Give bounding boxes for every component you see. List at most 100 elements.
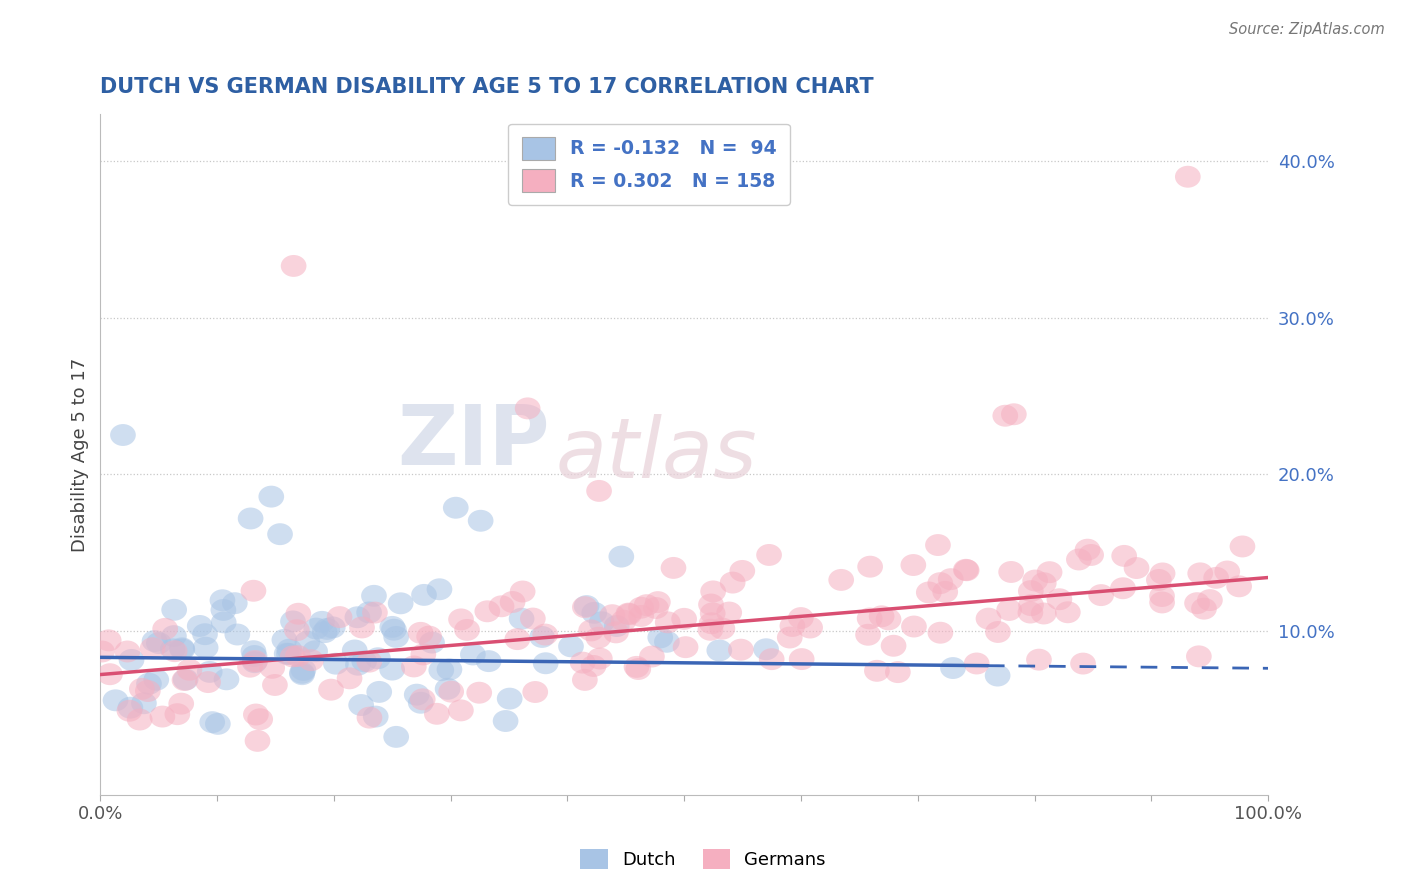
Ellipse shape: [1175, 166, 1201, 187]
Ellipse shape: [367, 681, 392, 703]
Ellipse shape: [240, 640, 266, 662]
Ellipse shape: [880, 635, 907, 657]
Ellipse shape: [242, 650, 269, 672]
Ellipse shape: [941, 657, 966, 679]
Ellipse shape: [284, 619, 309, 641]
Ellipse shape: [965, 653, 990, 674]
Ellipse shape: [634, 594, 659, 616]
Ellipse shape: [787, 607, 814, 629]
Ellipse shape: [162, 599, 187, 621]
Ellipse shape: [243, 704, 269, 725]
Ellipse shape: [411, 689, 436, 710]
Ellipse shape: [129, 678, 155, 700]
Ellipse shape: [717, 601, 742, 624]
Ellipse shape: [728, 639, 754, 661]
Ellipse shape: [468, 510, 494, 532]
Ellipse shape: [323, 653, 349, 674]
Ellipse shape: [1197, 589, 1223, 611]
Ellipse shape: [654, 631, 679, 653]
Ellipse shape: [505, 628, 530, 650]
Ellipse shape: [645, 591, 671, 613]
Ellipse shape: [928, 622, 953, 644]
Ellipse shape: [326, 607, 353, 628]
Ellipse shape: [160, 639, 186, 660]
Ellipse shape: [169, 693, 194, 714]
Ellipse shape: [342, 640, 367, 662]
Ellipse shape: [671, 607, 697, 630]
Ellipse shape: [259, 657, 285, 679]
Ellipse shape: [366, 648, 391, 669]
Ellipse shape: [492, 710, 519, 732]
Ellipse shape: [127, 708, 152, 731]
Ellipse shape: [938, 568, 963, 591]
Ellipse shape: [304, 617, 329, 640]
Ellipse shape: [361, 585, 387, 607]
Ellipse shape: [1149, 585, 1175, 607]
Ellipse shape: [523, 681, 548, 703]
Ellipse shape: [585, 627, 612, 648]
Ellipse shape: [388, 592, 413, 615]
Ellipse shape: [290, 662, 315, 684]
Ellipse shape: [434, 678, 460, 699]
Ellipse shape: [616, 603, 643, 625]
Ellipse shape: [515, 398, 540, 419]
Ellipse shape: [136, 673, 162, 695]
Ellipse shape: [401, 656, 426, 677]
Y-axis label: Disability Age 5 to 17: Disability Age 5 to 17: [72, 358, 89, 552]
Ellipse shape: [1018, 594, 1043, 616]
Ellipse shape: [238, 508, 263, 530]
Ellipse shape: [454, 619, 479, 640]
Ellipse shape: [309, 611, 335, 632]
Ellipse shape: [131, 692, 156, 714]
Ellipse shape: [426, 578, 453, 600]
Ellipse shape: [225, 624, 250, 646]
Ellipse shape: [572, 669, 598, 691]
Ellipse shape: [187, 615, 212, 637]
Ellipse shape: [609, 546, 634, 567]
Ellipse shape: [429, 659, 454, 681]
Ellipse shape: [214, 668, 239, 690]
Ellipse shape: [628, 605, 654, 627]
Ellipse shape: [357, 706, 382, 729]
Ellipse shape: [281, 255, 307, 277]
Ellipse shape: [381, 619, 406, 640]
Ellipse shape: [1150, 563, 1175, 584]
Ellipse shape: [1026, 648, 1052, 671]
Ellipse shape: [997, 599, 1022, 621]
Ellipse shape: [209, 590, 235, 611]
Ellipse shape: [97, 664, 122, 685]
Ellipse shape: [976, 607, 1001, 630]
Ellipse shape: [110, 424, 136, 446]
Ellipse shape: [697, 619, 723, 640]
Ellipse shape: [1123, 558, 1149, 579]
Ellipse shape: [318, 679, 344, 700]
Ellipse shape: [242, 651, 267, 673]
Ellipse shape: [610, 610, 637, 632]
Ellipse shape: [754, 639, 779, 660]
Ellipse shape: [1184, 592, 1211, 614]
Ellipse shape: [285, 645, 311, 667]
Ellipse shape: [277, 639, 302, 661]
Ellipse shape: [581, 655, 606, 677]
Ellipse shape: [672, 636, 699, 658]
Ellipse shape: [302, 640, 328, 662]
Ellipse shape: [356, 601, 382, 624]
Ellipse shape: [146, 632, 172, 654]
Ellipse shape: [1187, 563, 1213, 584]
Ellipse shape: [876, 608, 901, 631]
Ellipse shape: [915, 582, 942, 603]
Ellipse shape: [285, 603, 311, 624]
Ellipse shape: [1046, 589, 1073, 610]
Ellipse shape: [443, 497, 468, 519]
Ellipse shape: [384, 626, 409, 648]
Ellipse shape: [193, 637, 218, 658]
Ellipse shape: [710, 617, 735, 640]
Ellipse shape: [349, 694, 374, 716]
Ellipse shape: [865, 660, 890, 681]
Ellipse shape: [626, 658, 651, 680]
Ellipse shape: [193, 624, 218, 645]
Ellipse shape: [262, 674, 288, 696]
Ellipse shape: [411, 584, 437, 606]
Ellipse shape: [211, 611, 236, 633]
Ellipse shape: [211, 599, 236, 621]
